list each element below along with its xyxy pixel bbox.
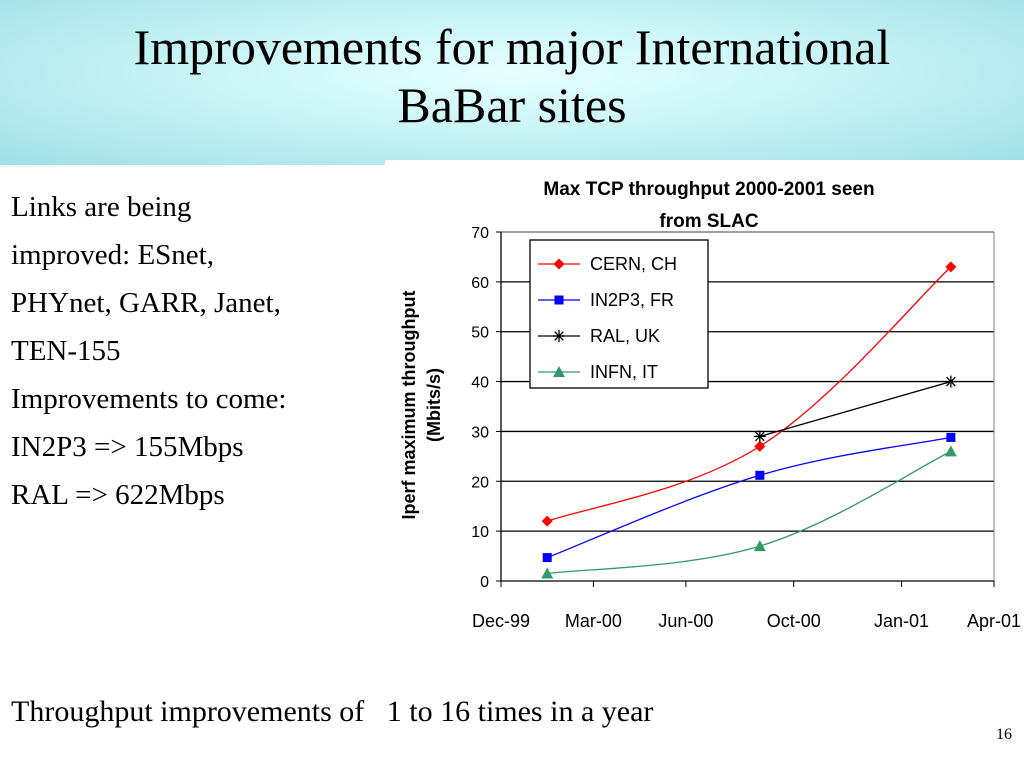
series-lines (541, 261, 957, 579)
legend-marker-in2p3-fr (554, 295, 564, 305)
y-tick-label: 0 (480, 574, 489, 591)
data-point-in2p3-fr (946, 432, 956, 442)
throughput-chart: Max TCP throughput 2000-2001 seen from S… (385, 165, 1024, 665)
x-tick-label: Oct-00 (767, 611, 821, 631)
x-tick-label: Jun-00 (658, 611, 713, 631)
legend-marker-ral-uk (553, 330, 565, 342)
body-line: RAL => 622Mbps (11, 479, 225, 511)
chart-svg: Max TCP throughput 2000-2001 seen from S… (399, 179, 1021, 631)
chart-title-line1: Max TCP throughput 2000-2001 seen (543, 179, 874, 200)
x-tick-label: Jan-01 (874, 611, 929, 631)
title-band (0, 0, 1024, 165)
x-tick-label: Dec-99 (472, 611, 530, 631)
data-point-infn-it (541, 567, 554, 579)
body-text: Links are being improved: ESnet, PHYnet,… (11, 183, 391, 519)
body-line: TEN-155 (11, 335, 121, 367)
body-line: IN2P3 => 155Mbps (11, 431, 244, 463)
y-tick-label: 20 (471, 474, 489, 491)
page-number: 16 (996, 726, 1012, 743)
asterisk-stroke (946, 376, 956, 387)
data-point-in2p3-fr (542, 553, 552, 563)
data-point-ral-uk (944, 375, 957, 388)
legend-label-cern-ch: CERN, CH (590, 254, 677, 274)
y-tick-label: 40 (471, 375, 489, 392)
slide-title-line2: BaBar sites (397, 77, 627, 133)
x-tick-label: Mar-00 (565, 611, 622, 631)
data-point-cern-ch (541, 515, 553, 527)
legend-marker-cern-ch (553, 258, 565, 270)
y-tick-label: 30 (471, 424, 489, 441)
body-line: Links are being (11, 191, 192, 223)
axes: 0 10 20 30 40 50 60 70 Dec-99 Mar-00 Jun-00 Oct-00 J… (471, 225, 1021, 631)
y-axis-label-line1: Iperf maximum throughput (399, 290, 419, 519)
asterisk-stroke (554, 331, 564, 341)
y-tick-label: 50 (471, 325, 489, 342)
legend-label-ral-uk: RAL, UK (590, 326, 660, 346)
y-tick-label: 10 (471, 524, 489, 541)
slide-title: Improvements for major International BaB… (0, 18, 1024, 134)
y-tick-label: 70 (471, 225, 489, 242)
data-point-ral-uk (753, 430, 766, 443)
asterisk-stroke (755, 431, 765, 442)
legend-marker-infn-it (553, 366, 565, 377)
body-line: Improvements to come: (11, 383, 287, 415)
body-line: PHYnet, GARR, Janet, (11, 287, 281, 319)
x-tick-label: Apr-01 (967, 611, 1021, 631)
chart-title-line2: from SLAC (659, 211, 759, 232)
data-point-infn-it (944, 445, 957, 457)
y-tick-label: 60 (471, 275, 489, 292)
legend-label-infn-it: INFN, IT (590, 362, 658, 382)
series-line-ral-uk (759, 380, 952, 438)
body-line: improved: ESnet, (11, 239, 214, 271)
slide-title-line1: Improvements for major International (133, 19, 891, 75)
bottom-statement: Throughput improvements of 1 to 16 times… (11, 695, 654, 728)
data-point-in2p3-fr (755, 470, 765, 480)
data-point-infn-it (753, 540, 766, 552)
title-notch (385, 160, 1024, 166)
legend-label-in2p3-fr: IN2P3, FR (590, 290, 674, 310)
legend: CERN, CH IN2P3, FR RAL, UK INFN, IT (529, 239, 709, 389)
y-axis-label-line2: (Mbits/s) (424, 368, 444, 442)
data-point-cern-ch (754, 440, 766, 452)
data-point-cern-ch (945, 261, 957, 273)
